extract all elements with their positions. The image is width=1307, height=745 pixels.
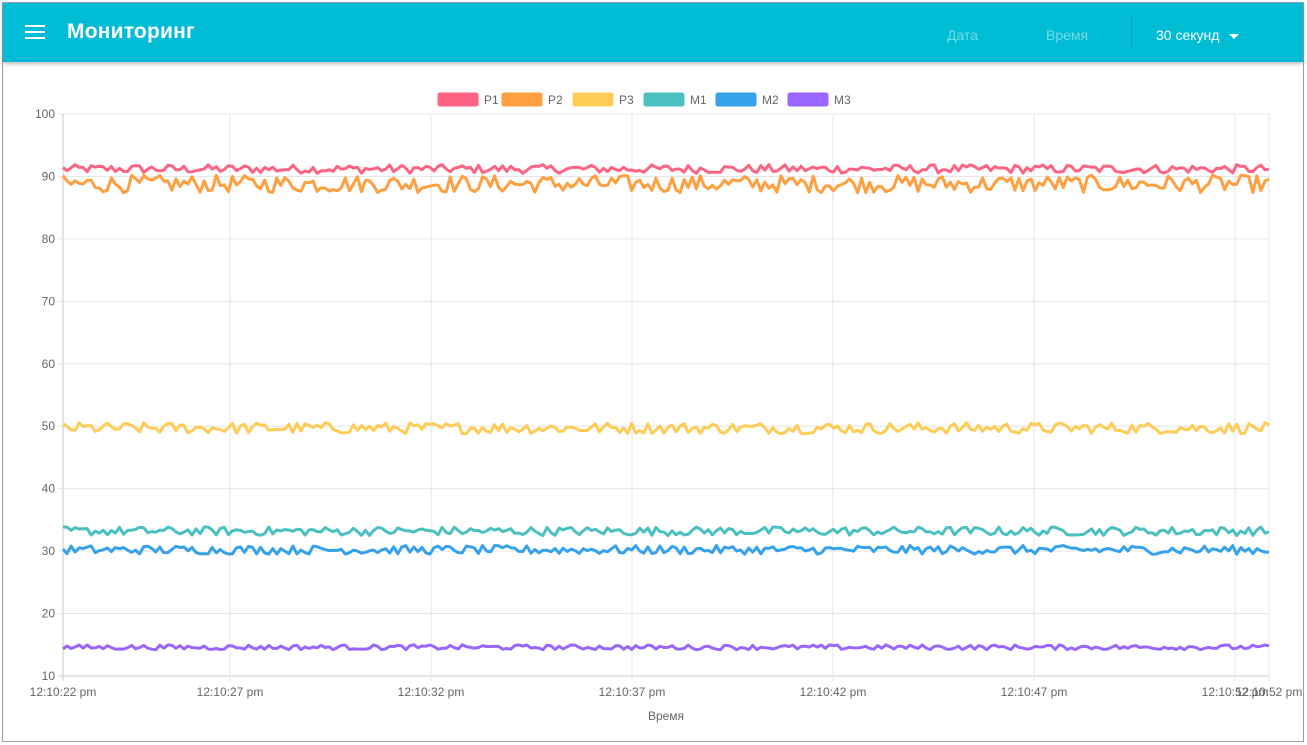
legend-swatch-p2[interactable] — [501, 92, 543, 107]
legend-label-m2[interactable]: M2 — [762, 93, 779, 107]
x-tick-label: 12:10:47 pm — [1001, 685, 1068, 699]
series-line-p1 — [62, 163, 1270, 175]
x-tick-label: 12:10:37 pm — [599, 685, 666, 699]
y-tick-label: 60 — [42, 357, 56, 371]
legend-label-p2[interactable]: P2 — [548, 93, 563, 107]
x-tick-label: 12:10:32 pm — [398, 685, 465, 699]
y-tick-label: 70 — [42, 294, 56, 308]
date-field[interactable]: Дата — [947, 27, 979, 43]
period-select[interactable]: 30 секунд — [1156, 27, 1240, 43]
y-tick-label: 20 — [42, 607, 56, 621]
toolbar-divider — [1131, 17, 1132, 49]
legend-swatch-m3[interactable] — [787, 92, 829, 107]
x-tick-label: 12:10:52 pm — [1202, 685, 1269, 699]
period-select-value: 30 секунд — [1156, 27, 1220, 43]
x-tick-label: 12:10:22 pm — [30, 685, 97, 699]
y-tick-label: 80 — [42, 232, 56, 246]
y-tick-label: 40 — [42, 482, 56, 496]
y-tick-label: 10 — [42, 669, 56, 683]
series-line-p3 — [62, 421, 1270, 436]
legend-swatch-m2[interactable] — [715, 92, 757, 107]
legend-swatch-p1[interactable] — [437, 92, 479, 107]
x-tick-label: 12:10:42 pm — [800, 685, 867, 699]
y-tick-label: 30 — [42, 544, 56, 558]
y-tick-label: 50 — [42, 419, 56, 433]
y-tick-label: 100 — [35, 107, 55, 121]
series-line-p2 — [61, 173, 1270, 195]
series-line-m3 — [62, 643, 1270, 652]
y-tick-label: 90 — [42, 169, 56, 183]
x-tick-label: 12:10:52 pm — [1236, 685, 1303, 699]
app-title: Мониторинг — [67, 20, 195, 43]
legend-label-m3[interactable]: M3 — [834, 93, 851, 107]
caret-down-icon — [1229, 33, 1240, 39]
series-line-m1 — [62, 525, 1270, 537]
legend-label-p3[interactable]: P3 — [619, 93, 634, 107]
app-bar: Мониторинг Дата Время 30 секунд — [3, 3, 1303, 62]
series-line-m2 — [61, 544, 1270, 556]
legend-label-p1[interactable]: P1 — [484, 93, 499, 107]
legend-swatch-m1[interactable] — [643, 92, 685, 107]
time-field[interactable]: Время — [1046, 27, 1089, 43]
legend-swatch-p3[interactable] — [572, 92, 614, 107]
menu-icon[interactable] — [25, 25, 45, 41]
legend-label-m1[interactable]: M1 — [690, 93, 707, 107]
line-chart: 100 90 80 70 60 50 40 30 20 10 12:10:22 pm 12:10:27… — [30, 92, 1303, 723]
x-tick-label: 12:10:27 pm — [197, 685, 264, 699]
x-axis-label: Время — [648, 709, 684, 723]
